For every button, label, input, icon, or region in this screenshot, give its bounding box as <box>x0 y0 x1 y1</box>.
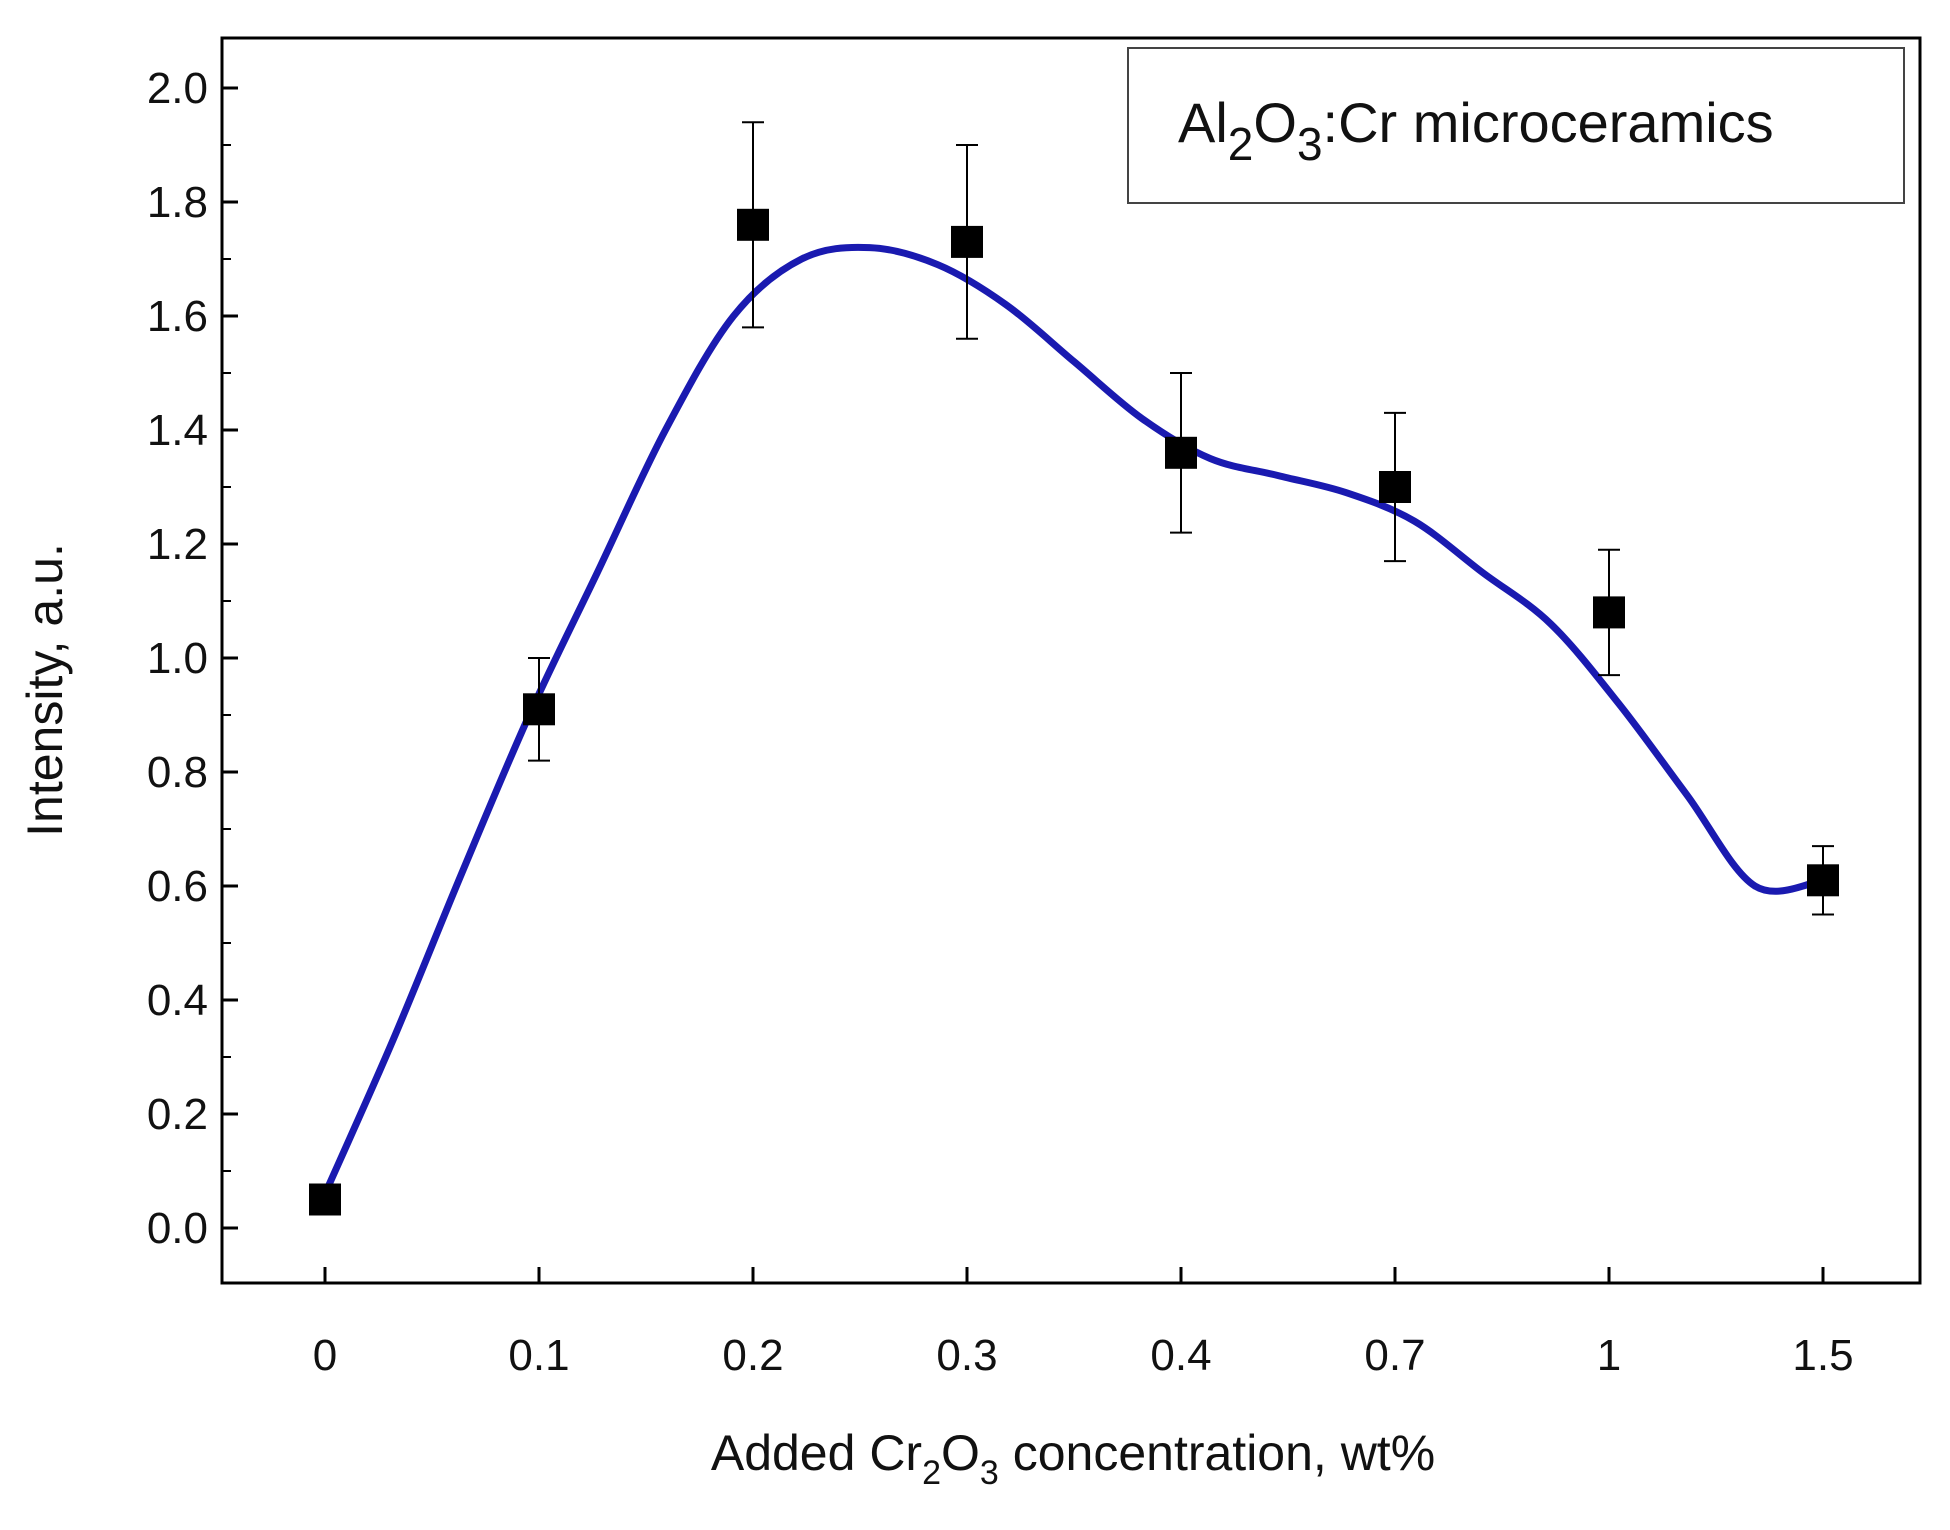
y-tick-label: 1.6 <box>147 292 208 341</box>
x-tick-label: 0.3 <box>936 1331 997 1380</box>
legend-sub-2: 3 <box>1297 118 1323 170</box>
legend-text-mid: O <box>1253 91 1297 154</box>
x-title-pre: Added Cr <box>711 1425 922 1481</box>
error-bars-layer <box>528 121 1834 916</box>
y-tick-label: 0.0 <box>147 1204 208 1253</box>
x-tick-label: 0.1 <box>508 1331 569 1380</box>
y-tick-label: 0.6 <box>147 862 208 911</box>
data-point <box>737 208 769 241</box>
x-tick-label: 0.2 <box>722 1331 783 1380</box>
legend-sub-1: 2 <box>1228 118 1254 170</box>
data-point <box>1165 436 1197 469</box>
y-tick-label: 1.2 <box>147 520 208 569</box>
data-point <box>523 693 555 726</box>
x-title-post: concentration, wt% <box>999 1425 1435 1481</box>
legend-label: Al2O3:Cr microceramics <box>1178 91 1774 170</box>
data-points-layer <box>309 208 1839 1216</box>
y-tick-label: 1.8 <box>147 178 208 227</box>
x-title-mid: O <box>941 1425 980 1481</box>
x-tick-label: 0 <box>313 1331 337 1380</box>
data-point <box>1807 864 1839 897</box>
data-point <box>309 1183 341 1216</box>
y-axis-title: Intensity, a.u. <box>17 543 73 837</box>
y-tick-label: 0.2 <box>147 1090 208 1139</box>
y-tick-label: 1.0 <box>147 634 208 683</box>
data-point <box>1593 596 1625 629</box>
x-axis-title: Added Cr2O3 concentration, wt% <box>711 1425 1435 1492</box>
y-axis-ticks: 0.0 0.2 0.4 0.6 0.8 1.0 1.2 1.4 1.6 1.8 2.0 <box>147 64 238 1253</box>
x-title-sub-2: 3 <box>980 1454 999 1492</box>
plot-frame <box>220 36 1922 1285</box>
y-tick-label: 0.8 <box>147 748 208 797</box>
x-tick-label: 0.4 <box>1150 1331 1211 1380</box>
legend-text-pre: Al <box>1178 91 1228 154</box>
data-point <box>1379 471 1411 503</box>
data-point <box>951 225 983 258</box>
x-tick-label: 1 <box>1597 1331 1621 1380</box>
y-tick-label: 1.4 <box>147 406 208 455</box>
x-tick-label: 0.7 <box>1364 1331 1425 1380</box>
x-tick-label: 1.5 <box>1792 1331 1853 1380</box>
legend-text-post: :Cr microceramics <box>1323 91 1774 154</box>
y-tick-label: 0.4 <box>147 976 208 1025</box>
legend: Al2O3:Cr microceramics <box>1127 47 1905 204</box>
legend-box <box>1127 47 1905 204</box>
x-axis-ticks: 0 0.1 0.2 0.3 0.4 0.7 1 1.5 <box>313 1267 1854 1380</box>
y-tick-label: 2.0 <box>147 64 208 113</box>
x-title-sub-1: 2 <box>922 1454 941 1492</box>
